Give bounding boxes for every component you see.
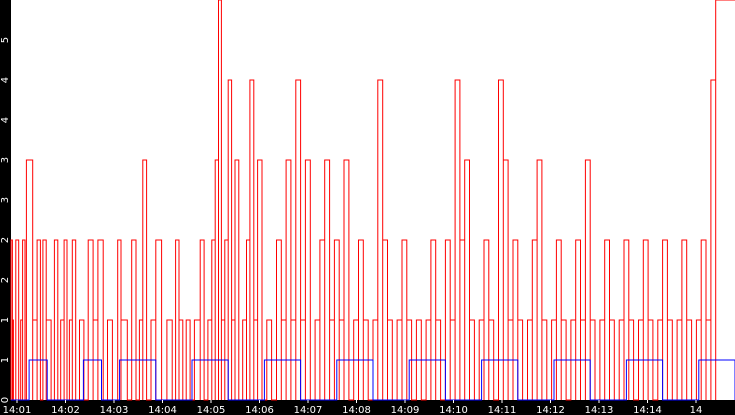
y-tick-label: 5	[0, 37, 11, 43]
x-tick-label: 14:11	[488, 405, 517, 415]
x-tick-label: 14:13	[585, 405, 614, 415]
x-tick-label: 14	[690, 405, 703, 415]
y-tick-label: 3	[0, 157, 11, 163]
y-tick-label: 0	[0, 397, 11, 403]
x-tick-label: 14:02	[51, 405, 80, 415]
x-tick-label: 14:03	[100, 405, 129, 415]
x-tick-label: 14:07	[294, 405, 323, 415]
x-tick-label: 14:04	[148, 405, 177, 415]
x-tick-label: 14:12	[536, 405, 565, 415]
y-tick-label: 4	[0, 117, 11, 123]
y-tick-label: 2	[0, 277, 11, 283]
x-tick-label: 14:14	[633, 405, 662, 415]
x-tick-label: 14:09	[391, 405, 420, 415]
series-line-1	[11, 359, 735, 401]
x-tick-label: 14:05	[197, 405, 226, 415]
y-tick-label: 1	[0, 317, 11, 323]
x-tick-label: 14:10	[439, 405, 468, 415]
y-tick-label: 2	[0, 237, 11, 243]
x-tick-label: 14:01	[3, 405, 32, 415]
x-tick-label: 14:08	[342, 405, 371, 415]
y-tick-label: 4	[0, 77, 11, 83]
y-tick-label: 3	[0, 197, 11, 203]
x-tick-label: 14:06	[245, 405, 274, 415]
y-tick-label: 1	[0, 357, 11, 363]
